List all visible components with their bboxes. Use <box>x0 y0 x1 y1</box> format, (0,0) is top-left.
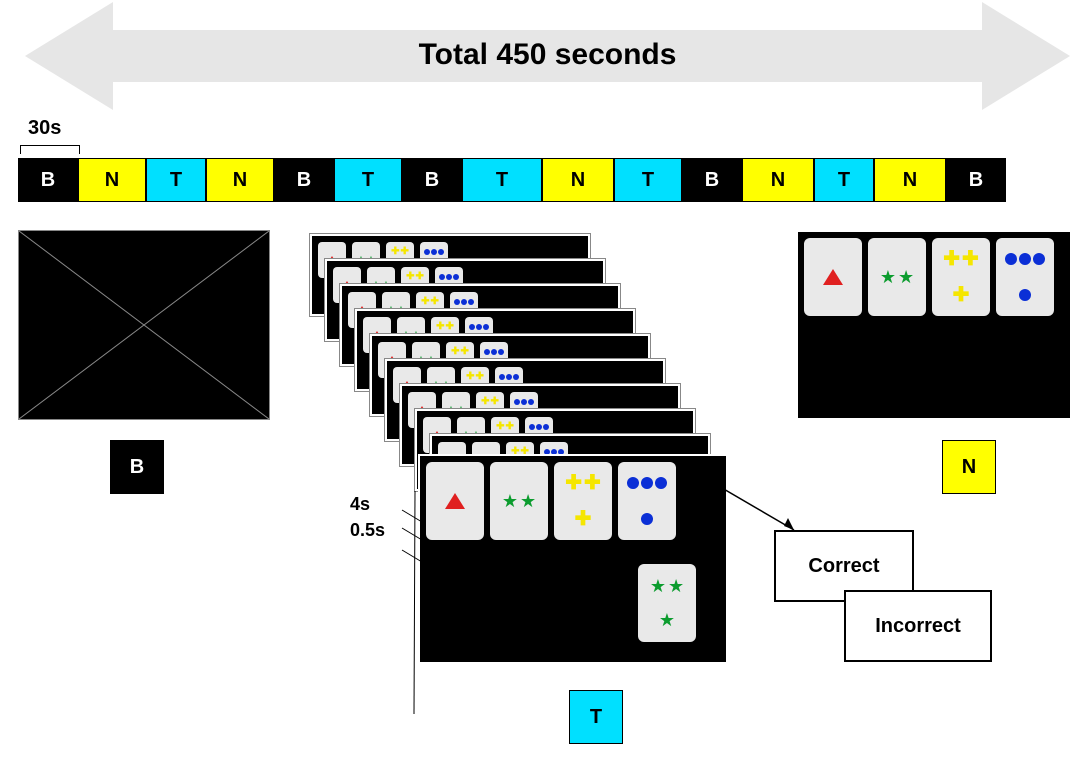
plus-icon: ✚ <box>575 509 592 529</box>
star-icon: ★ <box>880 268 896 286</box>
plus-icon: ✚ <box>565 473 582 493</box>
stimulus-card: ✚✚✚ <box>932 238 990 316</box>
timeline-block: N <box>874 158 946 202</box>
feedback-incorrect: Incorrect <box>844 590 992 662</box>
stimulus-card <box>804 238 862 316</box>
stimulus-card <box>618 462 676 540</box>
trial-duration-label: 4s <box>350 494 370 515</box>
timeline-block: T <box>334 158 402 202</box>
plus-icon: ✚ <box>953 285 970 305</box>
timeline-block: N <box>542 158 614 202</box>
timeline-block: T <box>814 158 874 202</box>
task-trial-screen: ★★✚✚✚ ★★★ <box>418 454 728 664</box>
star-icon: ★ <box>520 492 536 510</box>
circle-icon <box>627 477 639 489</box>
block-duration-bracket <box>20 145 80 146</box>
timeline-block: N <box>742 158 814 202</box>
plus-icon: ✚ <box>943 249 960 269</box>
timeline-block: T <box>462 158 542 202</box>
response-stimulus-card: ★★★ <box>638 564 696 642</box>
star-icon: ★ <box>659 611 675 629</box>
plus-icon: ✚ <box>584 473 601 493</box>
circle-icon <box>1019 289 1031 301</box>
legend-task: T <box>569 690 623 744</box>
triangle-icon <box>445 493 465 509</box>
response-card: ★★★ <box>638 564 696 642</box>
stimulus-card: ★★ <box>868 238 926 316</box>
timeline-block: B <box>274 158 334 202</box>
baseline-cross-icon <box>19 231 269 419</box>
circle-icon <box>655 477 667 489</box>
star-icon: ★ <box>898 268 914 286</box>
block-duration-label: 30s <box>28 117 61 140</box>
timeline-block: T <box>614 158 682 202</box>
stimulus-card: ★★ <box>490 462 548 540</box>
stimulus-card <box>426 462 484 540</box>
circle-icon <box>1005 253 1017 265</box>
star-icon: ★ <box>668 577 684 595</box>
baseline-screen <box>18 230 270 420</box>
stimulus-card <box>996 238 1054 316</box>
total-duration-label: Total 450 seconds <box>25 38 1070 72</box>
timeline-block: B <box>946 158 1006 202</box>
timeline-block: N <box>78 158 146 202</box>
timeline-block: B <box>402 158 462 202</box>
card-row: ★★✚✚✚ <box>420 456 726 546</box>
card-row: ★★✚✚✚ <box>798 232 1070 322</box>
timeline-block: B <box>682 158 742 202</box>
timeline-block: B <box>18 158 78 202</box>
neutral-condition-screen: ★★✚✚✚ <box>796 230 1072 420</box>
timeline-block: N <box>206 158 274 202</box>
isi-duration-label: 0.5s <box>350 520 385 541</box>
stimulus-card: ✚✚✚ <box>554 462 612 540</box>
circle-icon <box>641 513 653 525</box>
plus-icon: ✚ <box>962 249 979 269</box>
circle-icon <box>1019 253 1031 265</box>
star-icon: ★ <box>502 492 518 510</box>
triangle-icon <box>823 269 843 285</box>
legend-baseline: B <box>110 440 164 494</box>
block-timeline: BNTNBTBTNTBNTNB <box>18 158 1006 202</box>
circle-icon <box>1033 253 1045 265</box>
circle-icon <box>641 477 653 489</box>
timeline-block: T <box>146 158 206 202</box>
star-icon: ★ <box>650 577 666 595</box>
legend-neutral: N <box>942 440 996 494</box>
